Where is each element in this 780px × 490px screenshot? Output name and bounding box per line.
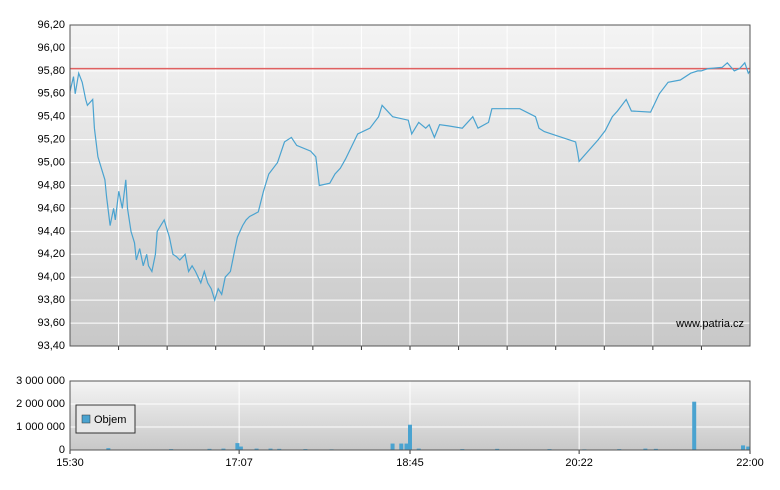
y-tick-label: 95,40: [37, 111, 65, 123]
x-tick-label: 15:30: [56, 457, 84, 469]
watermark: www.patria.cz: [675, 318, 744, 330]
plot-frame: [69, 24, 751, 347]
volume-bar: [277, 448, 282, 450]
plot-frame: [69, 380, 751, 451]
y-tick-label: 0: [59, 444, 65, 456]
volume-bar: [404, 443, 409, 450]
volume-bar: [207, 448, 212, 450]
volume-bar: [653, 448, 658, 450]
y-tick-label: 94,80: [37, 179, 65, 191]
y-tick-label: 93,80: [37, 294, 65, 306]
volume-bar: [408, 424, 412, 450]
x-tick-label: 20:22: [565, 457, 593, 469]
y-tick-label: 96,00: [37, 42, 65, 54]
price-line: [69, 61, 751, 303]
volume-bar: [235, 443, 240, 450]
legend-swatch: [81, 414, 91, 424]
volume-bar: [238, 446, 243, 450]
y-tick-label: 1 000 000: [16, 421, 65, 433]
x-tick-label: 22:00: [736, 457, 764, 469]
volume-bar: [692, 401, 697, 450]
x-tick-label: 17:07: [225, 457, 253, 469]
y-tick-label: 96,20: [37, 19, 65, 31]
y-tick-label: 95,80: [37, 65, 65, 77]
y-tick-label: 94,40: [37, 225, 65, 237]
y-tick-label: 95,20: [37, 134, 65, 146]
legend-label: Objem: [94, 414, 126, 426]
volume-bar: [390, 443, 395, 450]
volume-bar: [106, 448, 111, 450]
y-tick-label: 93,40: [37, 340, 65, 352]
volume-bar: [643, 448, 648, 450]
volume-bar: [399, 443, 404, 450]
volume-bar: [746, 446, 751, 450]
volume-bar: [416, 448, 421, 450]
volume-bar: [741, 445, 746, 450]
y-tick-label: 93,60: [37, 317, 65, 329]
y-tick-label: 3 000 000: [16, 375, 65, 387]
y-tick-label: 94,00: [37, 271, 65, 283]
volume-bar: [254, 448, 259, 450]
y-tick-label: 2 000 000: [16, 398, 65, 410]
y-tick-label: 95,60: [37, 88, 65, 100]
y-tick-label: 95,00: [37, 156, 65, 168]
volume-bar: [221, 448, 226, 450]
volume-bar: [495, 448, 500, 450]
volume-bar: [268, 448, 273, 450]
x-tick-label: 18:45: [396, 457, 424, 469]
y-tick-label: 94,20: [37, 248, 65, 260]
y-tick-label: 94,60: [37, 202, 65, 214]
